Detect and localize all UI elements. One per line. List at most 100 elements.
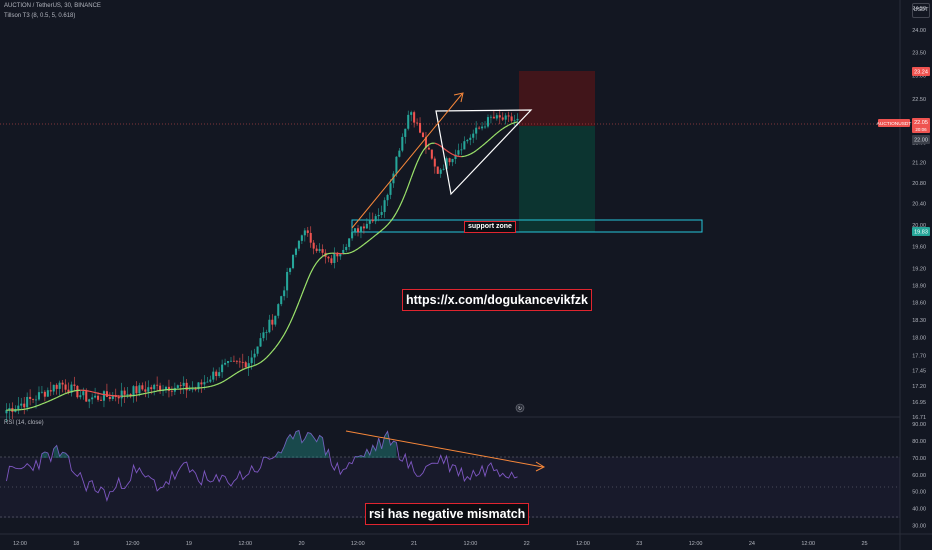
t3-segment xyxy=(496,130,501,134)
candle-body xyxy=(271,319,274,325)
candle-body xyxy=(212,371,215,380)
candle-body xyxy=(17,405,20,410)
price-tick-label: 23.50 xyxy=(912,51,926,57)
candle-body xyxy=(504,115,507,120)
rsi-tick-label: 90.00 xyxy=(912,422,926,428)
candle-body xyxy=(176,385,179,388)
t3-segment xyxy=(86,390,90,392)
candle-body xyxy=(419,123,422,133)
candle-body xyxy=(159,385,162,392)
t3-segment xyxy=(24,408,28,410)
t3-segment xyxy=(428,142,433,146)
price-tick-label: 18.60 xyxy=(912,300,926,306)
tillson-t3-line xyxy=(6,121,518,411)
time-axis[interactable]: 12:00 18 12:00 19 12:00 20 12:00 21 12:00 22 12:00… xyxy=(13,541,867,547)
candle-body xyxy=(256,346,259,354)
candle-body xyxy=(52,384,55,392)
candle-body xyxy=(58,382,61,389)
t3-segment xyxy=(59,394,63,397)
t3-segment xyxy=(94,391,99,394)
rsi-divergence-note: rsi has negative mismatch xyxy=(365,503,530,525)
candle-body xyxy=(424,137,427,148)
t3-segment xyxy=(295,301,300,310)
t3-segment xyxy=(236,370,241,374)
candle-body xyxy=(430,149,433,159)
t3-segment xyxy=(89,390,93,393)
price-tick-label: 24.50 xyxy=(912,6,926,12)
currency-badge[interactable]: USDT xyxy=(912,3,930,18)
candle-body xyxy=(241,361,244,363)
candle-body xyxy=(99,399,103,401)
scroll-to-realtime-button[interactable]: ↻ xyxy=(515,403,525,413)
t3-segment xyxy=(157,389,161,392)
t3-segment xyxy=(499,128,504,132)
t3-segment xyxy=(372,234,377,238)
take-profit-zone[interactable] xyxy=(519,126,595,232)
candle-body xyxy=(507,115,510,117)
t3-segment xyxy=(35,404,40,407)
t3-segment xyxy=(422,146,427,152)
candle-body xyxy=(209,379,212,382)
t3-segment xyxy=(277,339,282,345)
t3-segment xyxy=(136,394,140,396)
t3-segment xyxy=(213,384,217,387)
symbol-title[interactable]: AUCTION / TetherUS, 30, BINANCE xyxy=(4,3,101,9)
svg-text:22.00: 22.00 xyxy=(914,138,928,144)
candle-body xyxy=(164,386,168,390)
candle-body xyxy=(259,338,262,347)
candle-body xyxy=(262,332,265,339)
candle-body xyxy=(348,238,351,247)
candle-body xyxy=(5,410,8,414)
current-price-tag: AUCTIONUSDT 22.05 20:06 xyxy=(877,118,930,133)
stop-loss-zone[interactable] xyxy=(519,71,595,126)
candle-body xyxy=(398,150,401,157)
t3-segment xyxy=(443,147,447,152)
candle-body xyxy=(413,112,416,123)
price-axis[interactable]: 16.71 16.95 17.20 17.45 17.70 18.00 18.30 18.60… xyxy=(912,6,926,421)
rsi-axis[interactable]: 30.00 40.00 50.00 60.00 70.00 80.00 90.00 xyxy=(912,422,926,529)
t3-segment xyxy=(384,224,388,229)
rsi-title[interactable]: RSI (14, close) xyxy=(4,420,44,426)
candle-body xyxy=(407,114,410,129)
candle-body xyxy=(433,158,436,167)
pane-separator[interactable] xyxy=(0,416,932,535)
price-tick-label: 20.00 xyxy=(912,223,926,229)
link-annotation: https://x.com/dogukancevikfzk xyxy=(402,289,592,311)
candle-body xyxy=(232,360,235,362)
rsi-divergence-arrow[interactable] xyxy=(345,430,546,472)
candle-body xyxy=(76,385,79,398)
t3-segment xyxy=(145,392,149,395)
price-trend-arrow[interactable] xyxy=(351,92,464,229)
t3-segment xyxy=(207,385,211,388)
candle-body xyxy=(191,389,194,390)
time-tick-label: 12:00 xyxy=(126,541,140,547)
price-tick-label: 17.45 xyxy=(912,369,926,375)
price-tick-label: 22.50 xyxy=(912,97,926,103)
candle-body xyxy=(289,268,292,272)
support-zone-box[interactable] xyxy=(351,219,703,233)
candle-body xyxy=(339,253,342,257)
time-tick-label: 23 xyxy=(636,541,642,547)
t3-segment xyxy=(378,229,383,234)
candle-body xyxy=(297,240,300,249)
candle-body xyxy=(498,115,501,118)
t3-segment xyxy=(304,279,309,288)
candle-body xyxy=(150,387,153,390)
t3-segment xyxy=(437,143,442,147)
t3-segment xyxy=(41,402,46,405)
indicator-title[interactable]: Tillson T3 (8, 0.5, 5, 0.618) xyxy=(4,13,76,19)
candle-body xyxy=(321,249,324,253)
ascending-triangle-pattern[interactable] xyxy=(435,109,533,196)
candle-body xyxy=(333,253,336,263)
candle-body xyxy=(79,395,82,398)
t3-segment xyxy=(148,391,152,394)
candle-body xyxy=(49,390,52,392)
candle-body xyxy=(416,122,419,124)
candle-body xyxy=(67,389,70,393)
price-tick-label: 21.20 xyxy=(912,161,926,167)
candle-body xyxy=(359,226,362,233)
t3-segment xyxy=(434,142,438,145)
t3-segment xyxy=(254,363,258,366)
t3-segment xyxy=(366,239,371,243)
